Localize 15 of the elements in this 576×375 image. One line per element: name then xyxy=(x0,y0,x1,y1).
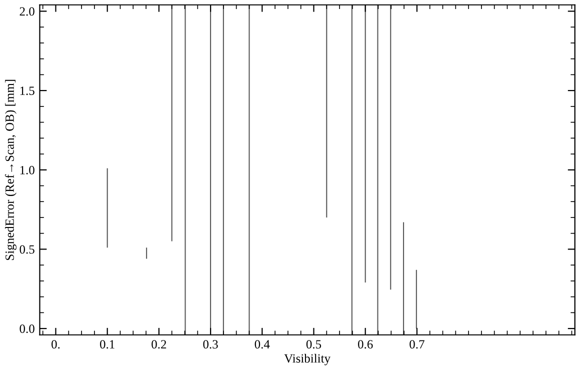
x-tick-label: 0. xyxy=(52,340,60,349)
y-axis-title: SignedError (Ref→Scan, OB) [mm] xyxy=(4,80,16,260)
x-axis-title: Visibility xyxy=(284,354,330,366)
y-tick-label: 0.0 xyxy=(20,324,34,334)
y-tick-label: 1.0 xyxy=(20,166,34,174)
x-tick-label: 0.3 xyxy=(203,340,218,349)
x-tick-label: 0.6 xyxy=(358,340,373,349)
x-tick-label: 0.4 xyxy=(254,340,270,349)
y-tick-label: 2.0 xyxy=(20,7,34,16)
x-tick-label: 0.5 xyxy=(306,340,322,349)
x-tick-label: 0.1 xyxy=(100,340,114,349)
x-tick-label: 0.2 xyxy=(152,340,166,349)
x-tick-label: 0.7 xyxy=(410,340,424,349)
y-tick-label: 0.5 xyxy=(20,245,34,254)
y-tick-label: 1.5 xyxy=(20,86,34,96)
